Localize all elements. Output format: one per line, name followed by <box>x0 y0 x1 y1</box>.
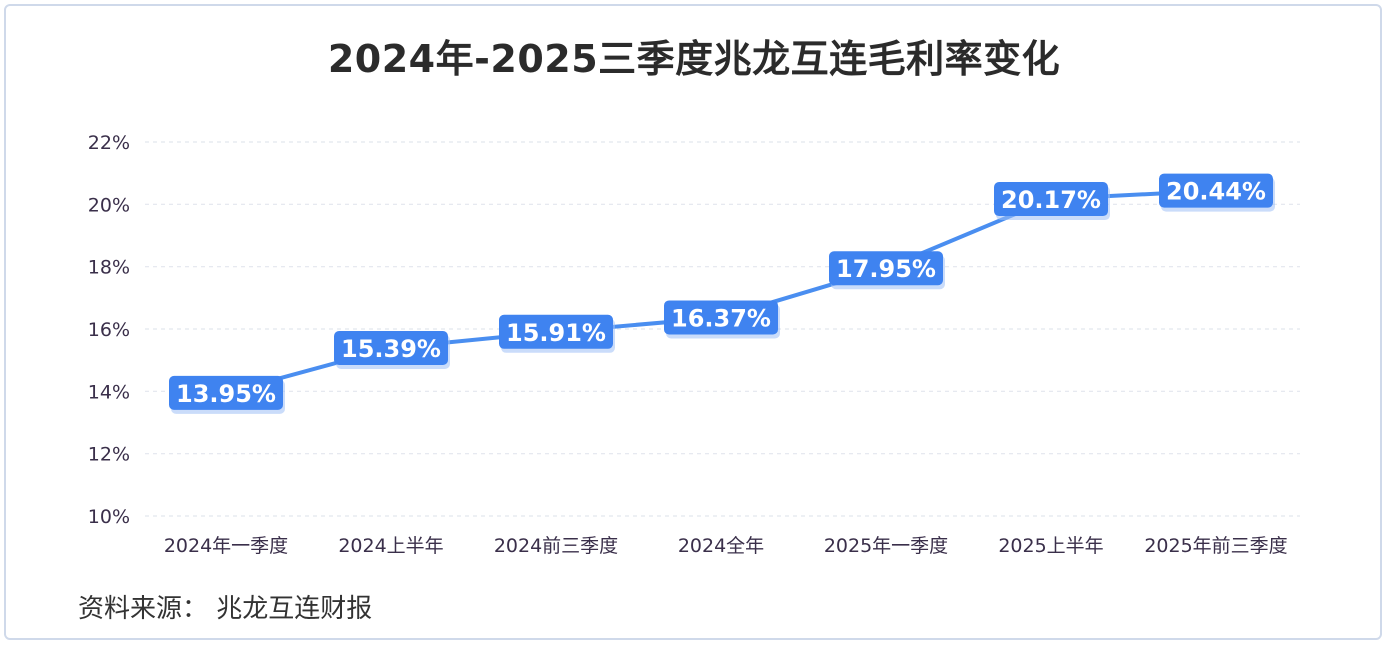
data-label: 17.95% <box>836 255 936 283</box>
x-tick-label: 2024前三季度 <box>494 535 618 557</box>
data-label: 20.17% <box>1001 186 1101 214</box>
data-label: 16.37% <box>671 304 771 332</box>
y-tick-label: 12% <box>88 444 130 466</box>
y-tick-label: 18% <box>88 257 130 279</box>
source-note: 资料来源： 兆龙互连财报 <box>78 594 373 624</box>
x-tick-label: 2025年前三季度 <box>1144 535 1287 557</box>
data-label: 13.95% <box>176 380 276 408</box>
data-label-box <box>1159 173 1273 208</box>
chart-title: 2024年-2025三季度兆龙互连毛利率变化 <box>327 37 1061 81</box>
y-tick-label: 10% <box>88 506 130 528</box>
data-label-box <box>664 300 778 335</box>
y-tick-label: 14% <box>88 381 130 403</box>
x-tick-label: 2024全年 <box>678 535 764 557</box>
x-tick-label: 2024年一季度 <box>164 535 288 557</box>
x-tick-label: 2025年一季度 <box>824 535 948 557</box>
data-label-box <box>499 314 613 349</box>
data-label: 15.39% <box>341 335 441 363</box>
x-tick-label: 2024上半年 <box>338 535 443 557</box>
data-label: 20.44% <box>1166 178 1266 206</box>
data-label-box <box>169 375 283 410</box>
y-tick-label: 16% <box>88 319 130 341</box>
y-tick-label: 20% <box>88 194 130 216</box>
x-tick-label: 2025上半年 <box>998 535 1103 557</box>
data-label-box <box>994 182 1108 217</box>
y-tick-label: 22% <box>88 132 130 154</box>
data-label: 15.91% <box>506 319 606 347</box>
data-label-box <box>334 331 448 366</box>
data-label-box <box>829 251 943 286</box>
